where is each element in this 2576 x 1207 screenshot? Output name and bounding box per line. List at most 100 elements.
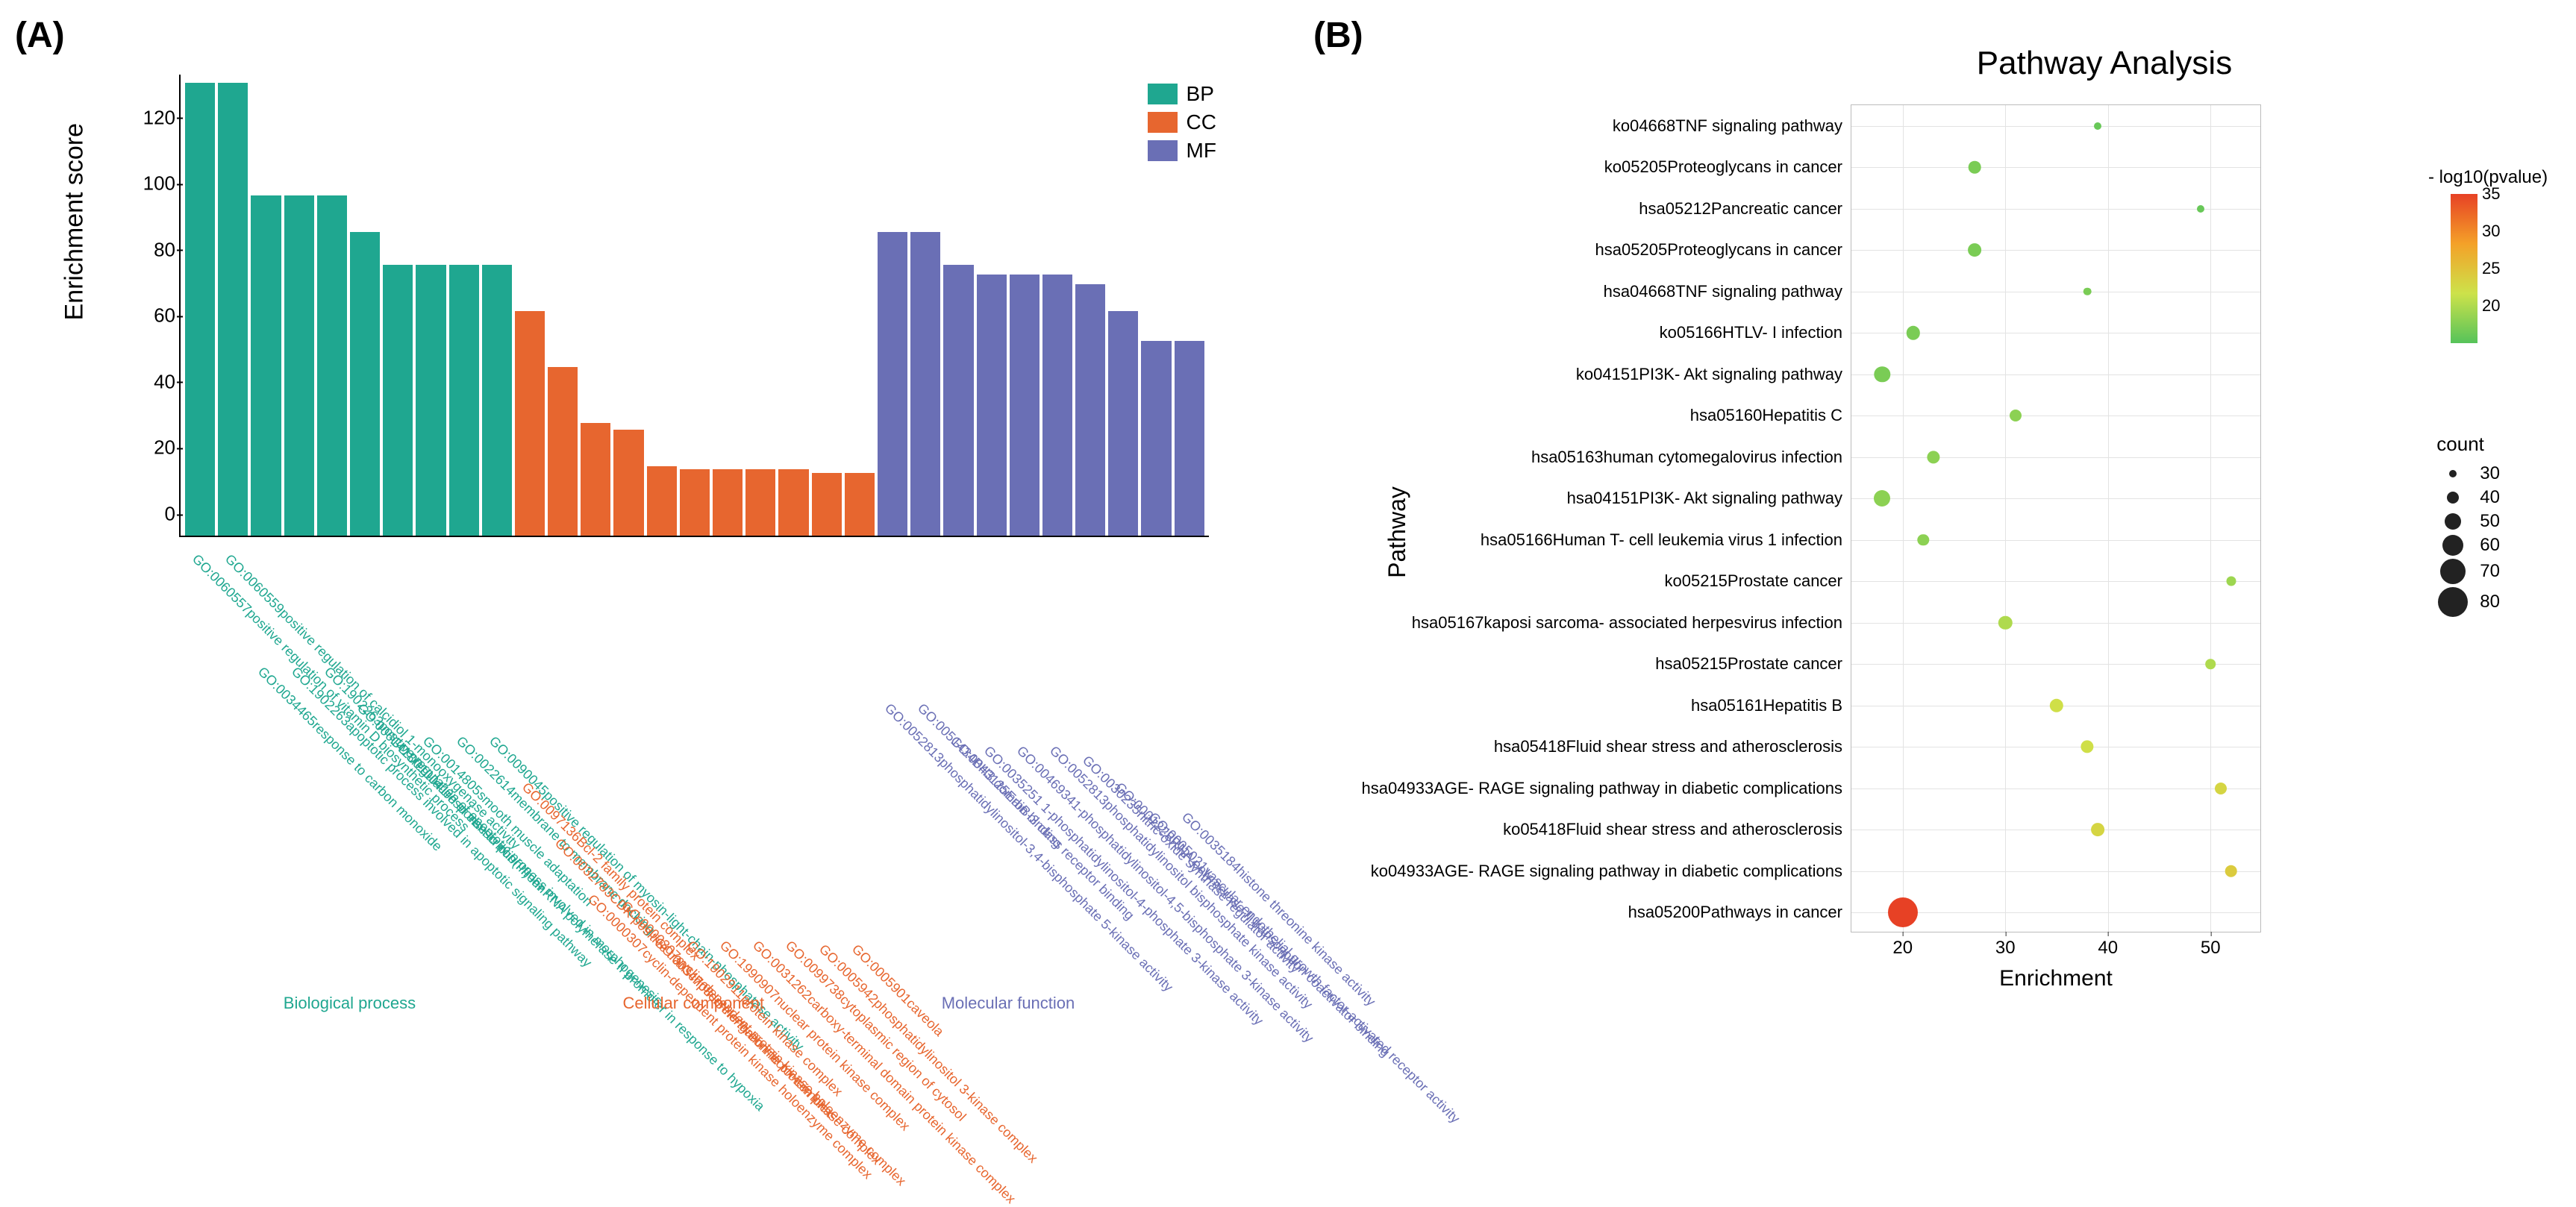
gridline-v [2108,105,2109,932]
x-tick: 20 [1892,938,1913,959]
gridline-h [1851,664,2260,665]
bars-container: GO:0060557positive regulation of vitamin… [181,75,1209,536]
pathway-label: ko04933AGE- RAGE signaling pathway in di… [1371,862,1842,881]
y-tick: 40 [112,370,175,393]
x-tick: 40 [2098,938,2118,959]
data-point [2215,783,2227,794]
data-point [2010,410,2022,421]
bar: GO:0090045positive regulation of myosin-… [482,265,512,536]
bar: GO:0060559positive regulation of calcidi… [218,83,248,536]
size-legend-item: 30 [2436,463,2500,484]
bar: GO:0052813phosphatidylinositol-3,4-bisph… [878,232,907,536]
size-legend-label: 80 [2480,592,2500,612]
group-caption: Cellular component [623,994,765,1013]
bar: GO:0014805smooth muscle adaptation [416,265,446,536]
size-legend-dot [2447,492,2459,504]
legend-a: BPCCMF [1148,82,1216,167]
legend-label: MF [1187,139,1216,163]
bar: GO:1902911protein kinase complex [680,469,710,536]
pathway-label: ko05205Proteoglycans in cancer [1604,157,1842,177]
size-legend-dot [2440,559,2466,584]
pathway-label: hsa04151PI3K- Akt signaling pathway [1567,489,1842,508]
panel-a-label: (A) [15,15,65,56]
gridline-v [2210,105,2211,932]
bar: GO:0005021vascular endothelial growth fa… [1141,341,1171,536]
colorbar-tick: 25 [2482,259,2500,278]
legend-swatch [1148,84,1178,104]
group-caption: Biological process [284,994,416,1013]
y-tick: 100 [112,172,175,195]
panel-a: (A) Enrichment score 020406080100120 GO:… [15,15,1284,1070]
data-point [2091,823,2104,836]
y-axis-label-b: Pathway [1384,486,1411,578]
bar: GO:0000307cyclin-dependent protein kinas… [613,430,643,536]
data-point [2050,699,2063,712]
x-tick: 50 [2201,938,2221,959]
pathway-label: hsa04668TNF signaling pathway [1604,282,1842,301]
panel-b: (B) Pathway Analysis Enrichment Pathway … [1313,15,2545,1070]
gridline-h [1851,250,2260,251]
x-axis-label-b: Enrichment [1999,966,2113,991]
bar: GO:0043125ErbB-3 class receptor binding [943,265,973,536]
pathway-label: hsa05200Pathways in cancer [1628,903,1842,922]
legend-swatch [1148,112,1178,133]
gridline-h [1851,126,2260,127]
bar: GO:0060557positive regulation of vitamin… [185,83,215,536]
bar: GO:0000307cyclin-dependent protein kinas… [581,423,610,536]
y-tick: 80 [112,238,175,261]
data-point [1888,897,1918,927]
bar: GO:0061418regulation of transcription fr… [350,232,380,536]
bar: GO:0034703serine/threonine protein kinas… [647,466,677,536]
data-point [1918,534,1929,545]
bar: GO:0051434BH3 domain binding [910,232,940,536]
size-legend-dot [2442,535,2463,556]
pathway-label: ko05418Fluid shear stress and atheroscle… [1503,820,1842,839]
pathway-label: hsa05205Proteoglycans in cancer [1595,240,1842,260]
bar: GO:1902263apoptotic process involved in … [284,195,314,536]
pathway-label: hsa05160Hepatitis C [1690,406,1842,425]
data-point [1906,326,1919,339]
y-tick: 60 [112,304,175,327]
size-legend-label: 40 [2480,487,2500,508]
bar: GO:0034465response to carbon monoxide [251,195,281,536]
bar: GO:1902263positive regulation of apoptot… [317,195,347,536]
bar: GO:0032783CDK positive transcription elo… [548,367,578,536]
bar-chart: Enrichment score 020406080100120 GO:0060… [112,75,1246,1059]
data-point [2094,122,2101,130]
bar: GO:0031262carboxy-terminal domain protei… [745,469,775,536]
bar: GO:0030235nitric-oxide synthase regulato… [1075,284,1105,536]
pathway-label: hsa05212Pancreatic cancer [1639,199,1842,219]
size-legend-dot [2445,513,2461,530]
group-caption: Molecular function [942,994,1075,1013]
colorbar-tick: 30 [2482,222,2500,241]
bar: GO:0022614membrane to membrane docking [449,265,479,536]
gridline-h [1851,498,2260,499]
size-legend-item: 60 [2436,535,2500,556]
bar: GO:0005901caveola [845,473,875,536]
bar: GO:0010041response to iron(III) ion [383,265,413,536]
data-point [2197,205,2204,213]
legend-swatch [1148,140,1178,161]
size-legend-title: count [2436,433,2500,456]
plot-area-b: Enrichment Pathway 20304050ko04668TNF si… [1851,104,2261,932]
data-point [1874,490,1890,507]
y-ticks-a: 020406080100120 [112,75,175,537]
size-legend-dot [2438,587,2468,617]
plot-area-a: GO:0060557positive regulation of vitamin… [179,75,1209,537]
data-point [2081,741,2094,753]
bar: GO:00469341-phosphatidylinositol-4,5-bis… [1010,275,1040,536]
data-point [2205,659,2216,669]
x-tick: 30 [1995,938,2016,959]
pathway-label: hsa05215Prostate cancer [1655,654,1842,674]
data-point [1927,451,1939,463]
pathway-label: hsa05167kaposi sarcoma- associated herpe… [1412,613,1842,633]
bar: GO:0099738cytoplasmic region of cytosol [778,469,808,536]
data-point [1875,366,1890,382]
pathway-label: ko04151PI3K- Akt signaling pathway [1576,365,1842,384]
colorbar-tick: 35 [2482,184,2500,204]
bar: GO:0052813phosphatidylinositol bisphosph… [1042,275,1072,536]
gridline-h [1851,871,2260,872]
size-legend-label: 70 [2480,561,2500,582]
bar: GO:0097136Bcl-2 family protein complex [515,311,545,536]
pathway-label: hsa05418Fluid shear stress and atheroscl… [1494,737,1842,756]
